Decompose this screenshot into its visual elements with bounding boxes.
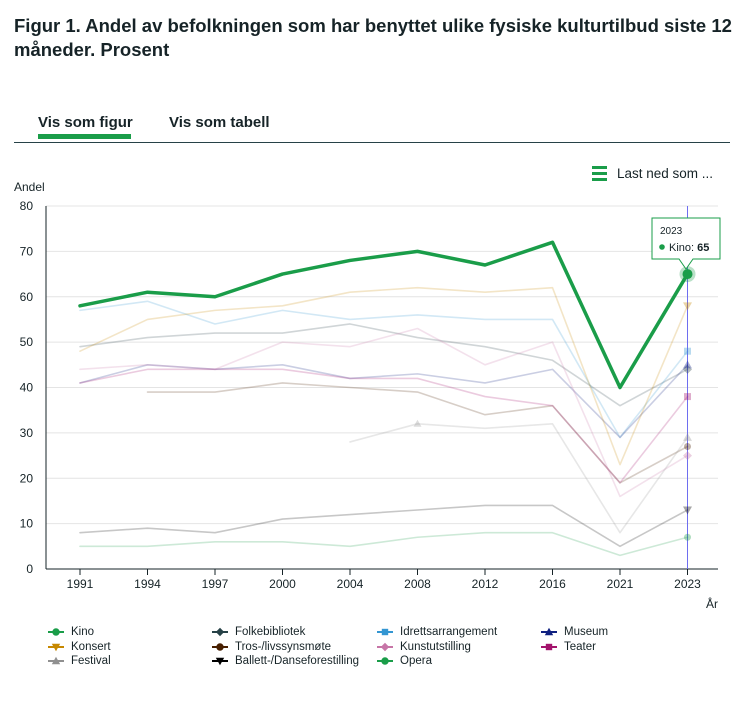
legend-symbol-icon (212, 657, 228, 666)
y-tick-label: 10 (20, 517, 34, 531)
data-point (684, 442, 691, 450)
legend-symbol-icon (212, 642, 228, 651)
series-line (79, 504, 689, 548)
data-point (683, 360, 692, 369)
tooltip-value: 65 (697, 242, 709, 254)
x-axis-label: År (706, 596, 718, 611)
x-tick-label: 2012 (472, 577, 499, 591)
x-tick-label: 2004 (337, 577, 364, 591)
legend-label: Festival (71, 655, 111, 667)
x-tick-label: 2021 (607, 577, 634, 591)
legend-symbol-icon (377, 628, 393, 636)
legend-symbol-icon (48, 656, 64, 665)
y-tick-label: 60 (20, 290, 34, 304)
y-tick-label: 20 (20, 471, 34, 485)
legend-label: Museum (564, 626, 609, 638)
legend-symbol-icon (377, 642, 393, 651)
legend-label: Ballett-/Danseforestilling (235, 655, 360, 667)
data-point (683, 432, 692, 441)
legend-label: Folkebibliotek (235, 626, 306, 638)
series-line (79, 531, 689, 557)
legend-symbol-icon (541, 643, 557, 650)
legend-symbol-icon (48, 643, 64, 651)
x-tick-label: 2016 (539, 577, 566, 591)
x-tick-label: 2000 (269, 577, 296, 591)
legend-item[interactable]: Ballett-/Danseforestilling (212, 655, 359, 667)
download-button[interactable]: Last ned som ... (592, 166, 713, 181)
y-axis-label: Andel (14, 180, 45, 194)
data-point (683, 364, 692, 374)
legend-label: Idrettsarrangement (400, 626, 498, 638)
legend-item[interactable]: Opera (377, 655, 432, 667)
x-tick-label: 1991 (67, 577, 94, 591)
legend-label: Kino (71, 626, 95, 638)
data-point (683, 302, 692, 311)
view-tabs: Vis som figur Vis som tabell (14, 114, 730, 143)
legend-item[interactable]: Folkebibliotek (212, 626, 305, 638)
legend-label: Tros-/livssynsmøte (235, 640, 332, 653)
hamburger-menu-icon (592, 166, 607, 181)
legend-symbol-icon (377, 657, 393, 665)
y-tick-label: 0 (26, 562, 33, 576)
x-tick-label: 2008 (404, 577, 431, 591)
y-tick-label: 70 (20, 244, 34, 258)
series-line (79, 300, 689, 439)
legend-label: Opera (400, 655, 432, 667)
legend-label: Kunstutstilling (400, 640, 471, 653)
series-line (78, 240, 690, 390)
data-point (413, 419, 422, 427)
series-line (79, 364, 689, 439)
tab-show-table[interactable]: Vis som tabell (169, 114, 270, 131)
chart-title: Figur 1. Andel av befolkningen som har b… (14, 15, 732, 60)
tooltip-series-name: Kino (669, 242, 691, 254)
x-tick-label: 1997 (202, 577, 229, 591)
series-line (146, 382, 689, 484)
data-point (684, 533, 691, 541)
legend-symbol-icon (48, 628, 64, 636)
tooltip-series-dot (659, 244, 665, 250)
x-tick-label: 2023 (674, 577, 701, 591)
tooltip-series: Kino: 65 (669, 242, 709, 254)
legend-item[interactable]: Museum (541, 626, 608, 638)
y-tick-label: 50 (20, 335, 34, 349)
series-line (79, 327, 689, 498)
active-tab-indicator (38, 134, 131, 139)
legend-item[interactable]: Teater (541, 641, 596, 653)
legend-label: Teater (564, 640, 596, 653)
legend-item[interactable]: Idrettsarrangement (377, 626, 497, 638)
legend-label: Konsert (71, 640, 111, 653)
data-point (683, 451, 692, 461)
y-tick-label: 40 (20, 381, 34, 395)
series-line (79, 286, 689, 466)
tab-show-figure[interactable]: Vis som figur (38, 114, 133, 131)
legend-item[interactable]: Festival (48, 655, 111, 667)
x-tick-label: 1994 (134, 577, 161, 591)
y-tick-label: 30 (20, 426, 34, 440)
legend-symbol-icon (212, 627, 228, 637)
y-tick-label: 80 (20, 199, 34, 213)
data-point (684, 393, 691, 401)
legend-item[interactable]: Kunstutstilling (377, 641, 471, 653)
tooltip-box (651, 217, 721, 270)
legend-item[interactable]: Konsert (48, 641, 111, 653)
series-line (79, 368, 689, 484)
data-point (683, 506, 692, 515)
data-point (682, 269, 693, 280)
legend-item[interactable]: Kino (48, 626, 94, 638)
series-line (79, 323, 689, 407)
series-line (349, 423, 689, 534)
legend-item[interactable]: Tros-/livssynsmøte (212, 641, 331, 653)
data-point (684, 347, 691, 355)
tooltip-colon: : (691, 242, 697, 254)
download-label: Last ned som ... (617, 166, 714, 181)
legend-symbol-icon (541, 627, 557, 636)
tooltip-year: 2023 (660, 226, 683, 237)
